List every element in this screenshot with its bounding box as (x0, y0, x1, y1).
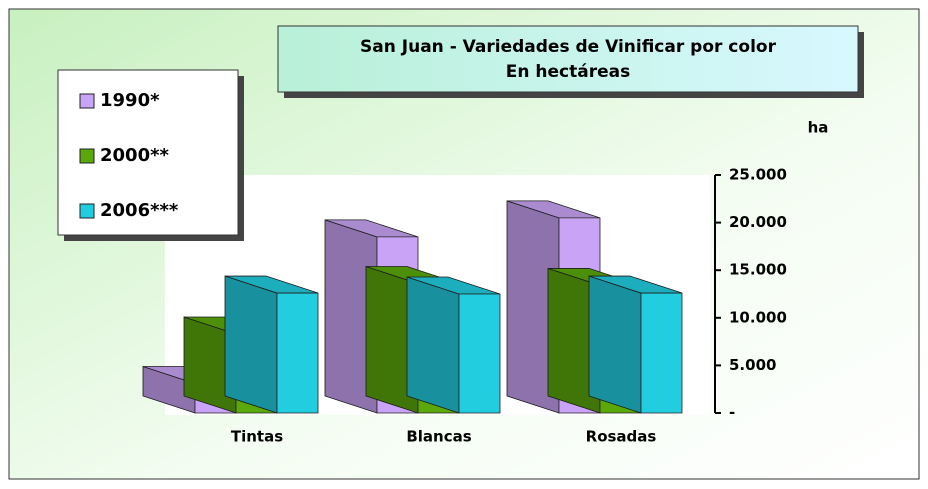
bar-side (588, 275, 642, 414)
bar-side (406, 276, 460, 414)
legend-swatch (79, 203, 95, 219)
x-tick-label: Tintas (231, 428, 283, 446)
chart-title: San Juan - Variedades de Vinificar por c… (360, 37, 777, 57)
y-tick-label: 25.000 (729, 166, 787, 184)
bar (406, 276, 501, 414)
bar-front (640, 292, 683, 414)
legend-label: 2006*** (100, 200, 179, 221)
bar-front (458, 293, 501, 414)
legend-swatch (79, 148, 95, 164)
title-box (277, 25, 859, 93)
y-tick-label: 20.000 (729, 213, 787, 231)
y-tick-label: 5.000 (729, 356, 776, 374)
bar (224, 275, 319, 414)
y-tick-label: - (729, 404, 735, 422)
legend-label: 1990* (100, 90, 160, 111)
chart-subtitle: En hectáreas (506, 62, 630, 82)
y-tick-label: 15.000 (729, 261, 787, 279)
legend-label: 2000** (100, 145, 170, 166)
y-axis-label: ha (808, 119, 829, 137)
y-tick-label: 10.000 (729, 308, 787, 326)
bar (588, 275, 683, 414)
x-tick-label: Rosadas (586, 428, 657, 446)
bar-side (224, 275, 278, 414)
x-tick-label: Blancas (406, 428, 471, 446)
bar-front (276, 292, 319, 414)
legend-swatch (79, 93, 95, 109)
